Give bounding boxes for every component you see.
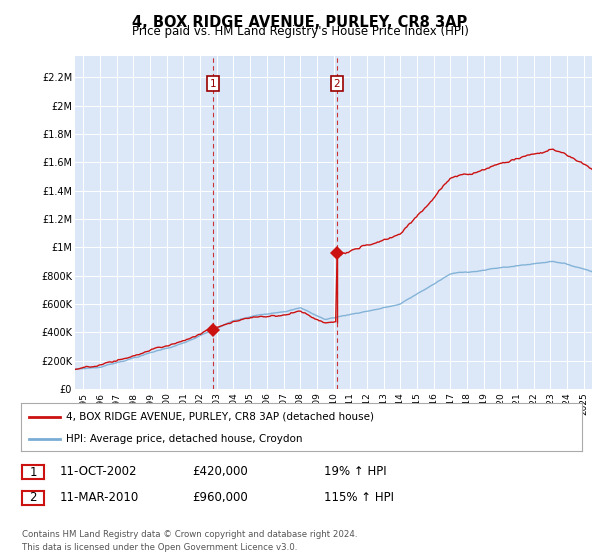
Text: HPI: Average price, detached house, Croydon: HPI: Average price, detached house, Croy… [66,434,302,444]
Text: 4, BOX RIDGE AVENUE, PURLEY, CR8 3AP (detached house): 4, BOX RIDGE AVENUE, PURLEY, CR8 3AP (de… [66,412,374,422]
Text: 1: 1 [29,465,37,479]
Text: £420,000: £420,000 [192,465,248,478]
Text: 19% ↑ HPI: 19% ↑ HPI [324,465,386,478]
Text: 11-MAR-2010: 11-MAR-2010 [60,491,139,504]
Text: 2: 2 [334,79,340,89]
Text: Price paid vs. HM Land Registry's House Price Index (HPI): Price paid vs. HM Land Registry's House … [131,25,469,38]
Text: £960,000: £960,000 [192,491,248,504]
Text: 115% ↑ HPI: 115% ↑ HPI [324,491,394,504]
Text: Contains HM Land Registry data © Crown copyright and database right 2024.
This d: Contains HM Land Registry data © Crown c… [22,530,358,552]
Text: 2: 2 [29,491,37,505]
Text: 11-OCT-2002: 11-OCT-2002 [60,465,137,478]
Bar [213,56,337,389]
Text: 1: 1 [210,79,217,89]
Text: 4, BOX RIDGE AVENUE, PURLEY, CR8 3AP: 4, BOX RIDGE AVENUE, PURLEY, CR8 3AP [133,15,467,30]
